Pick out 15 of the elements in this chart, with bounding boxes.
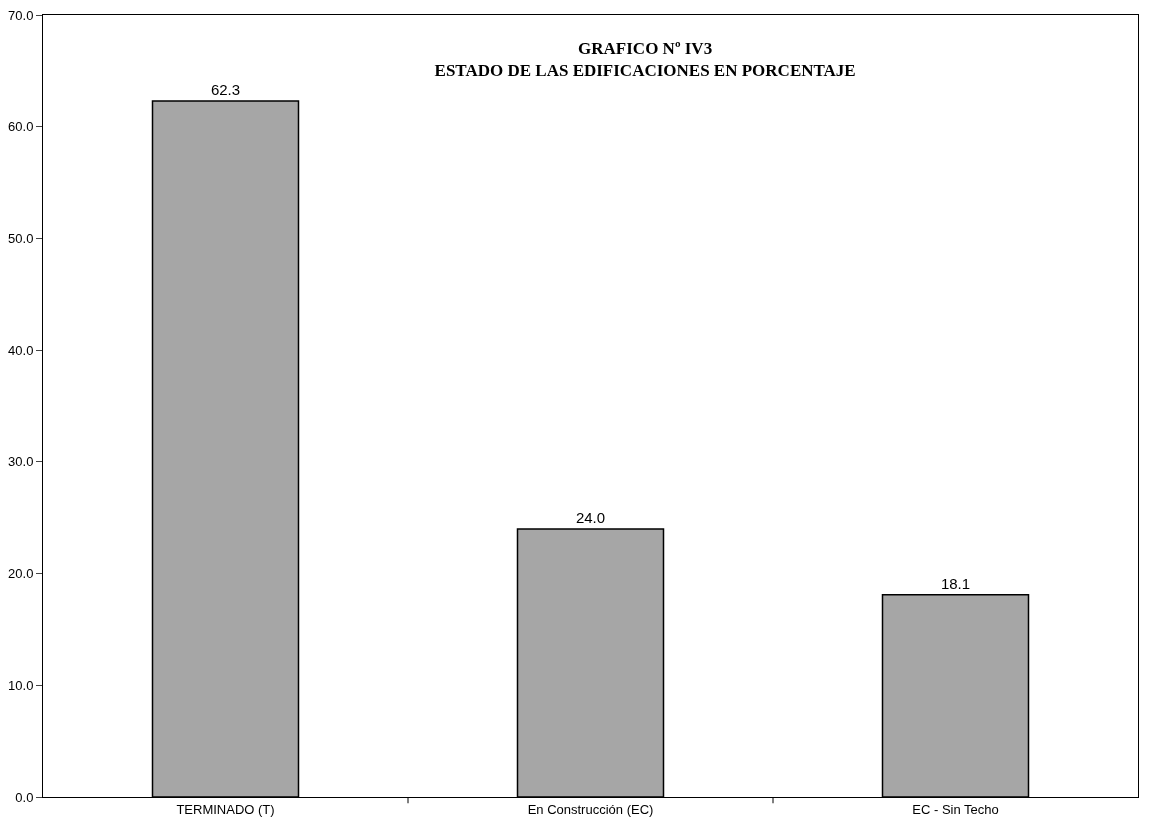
x-tick-label: En Construcción (EC) [527,801,654,817]
y-tick-label: 20.0 [8,566,34,582]
text: GRAFICO Nº IV3 ESTADO DE LAS EDIFICACIONES EN PORCENTAJE [434,38,856,80]
y-tick-label: 60.0 [8,119,34,135]
data-label: 18.1 [940,574,971,592]
y-tick-label: 70.0 [8,7,34,23]
y-tick-label: 30.0 [8,454,34,470]
x-tick-label: TERMINADO (T) [176,801,275,817]
y-tick-label: 40.0 [8,342,34,358]
data-label: 24.0 [575,508,606,526]
y-tick-label: 10.0 [8,677,34,693]
data-label: 62.3 [210,81,241,99]
y-tick-label: 0.0 [15,789,34,805]
x-tick-label: EC - Sin Techo [912,801,999,817]
y-tick-label: 50.0 [8,230,34,246]
